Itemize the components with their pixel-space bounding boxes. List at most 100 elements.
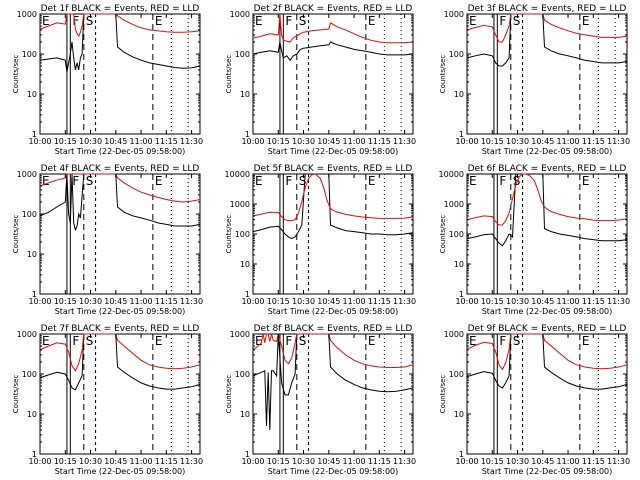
y-tick-label: 1000: [230, 330, 250, 339]
x-tick-label: 10:00: [241, 457, 264, 466]
x-axis-label: Start Time (22-Dec-05 09:58:00): [482, 147, 613, 156]
x-tick-label: 10:15: [267, 457, 290, 466]
x-tick-label: 10:30: [79, 457, 102, 466]
x-axis-label: Start Time (22-Dec-05 09:58:00): [268, 147, 399, 156]
x-tick-label: 11:30: [607, 297, 630, 306]
y-tick-label: 1: [32, 130, 37, 139]
y-tick-label: 10: [454, 90, 464, 99]
event-marker-label: F: [72, 334, 79, 348]
x-tick-label: 11:30: [393, 297, 416, 306]
lld-series-line: [466, 13, 628, 43]
chart-title: Det 8f BLACK = Events, RED = LLD: [254, 324, 413, 334]
x-tick-label: 11:00: [343, 137, 366, 146]
y-tick-label: 100: [235, 230, 250, 239]
event-marker-label: E: [42, 14, 50, 28]
x-tick-label: 11:30: [180, 297, 203, 306]
plot-frame: [39, 13, 201, 135]
chart-title: Det 1f BLACK = Events, RED = LLD: [41, 4, 200, 14]
y-axis-label: Counts/sec: [12, 55, 20, 94]
x-tick-label: 10:15: [54, 297, 77, 306]
x-tick-label: 11:00: [130, 297, 153, 306]
x-tick-label: 10:00: [455, 297, 478, 306]
event-marker-label: E: [582, 174, 590, 188]
y-tick-label: 1: [32, 450, 37, 459]
x-tick-label: 10:30: [79, 297, 102, 306]
x-tick-label: 11:00: [343, 297, 366, 306]
x-tick-label: 10:00: [28, 297, 51, 306]
plot-frame: [252, 333, 414, 455]
event-marker-label: S: [86, 334, 94, 348]
y-tick-label: 1000: [444, 200, 464, 209]
x-tick-label: 10:30: [292, 297, 315, 306]
y-tick-label: 1: [245, 450, 250, 459]
y-tick-label: 100: [449, 230, 464, 239]
lld-series-line: [39, 173, 201, 203]
x-tick-label: 11:15: [155, 457, 178, 466]
x-tick-label: 10:45: [317, 137, 340, 146]
event-marker-label: E: [155, 174, 163, 188]
event-marker-label: E: [155, 334, 163, 348]
events-series-line: [39, 173, 201, 232]
x-tick-label: 10:15: [54, 457, 77, 466]
x-tick-label: 11:00: [130, 457, 153, 466]
y-tick-label: 1000: [444, 330, 464, 339]
x-tick-label: 11:00: [557, 137, 580, 146]
x-tick-label: 10:30: [79, 137, 102, 146]
event-marker-label: E: [255, 174, 263, 188]
y-tick-label: 10: [240, 410, 250, 419]
x-tick-label: 10:45: [104, 297, 127, 306]
lld-series-line: [252, 13, 414, 44]
chart-title: Det 6f BLACK = Events, RED = LLD: [468, 164, 627, 174]
plot-frame: [466, 13, 628, 135]
x-tick-label: 11:30: [607, 457, 630, 466]
lld-series-line: [39, 333, 201, 372]
plot-frame: [39, 173, 201, 295]
x-tick-label: 10:15: [267, 297, 290, 306]
x-tick-label: 10:15: [267, 137, 290, 146]
y-tick-label: 100: [22, 50, 37, 59]
y-tick-label: 10: [27, 90, 37, 99]
y-tick-label: 1000: [444, 10, 464, 19]
event-marker-label: E: [42, 174, 50, 188]
y-tick-label: 1: [245, 130, 250, 139]
x-tick-label: 11:00: [557, 297, 580, 306]
y-axis-label: Counts/sec: [439, 215, 447, 254]
y-tick-label: 10000: [225, 170, 250, 179]
x-tick-label: 10:45: [531, 137, 554, 146]
x-tick-label: 10:15: [481, 457, 504, 466]
y-tick-label: 1000: [230, 10, 250, 19]
y-tick-label: 10000: [439, 170, 464, 179]
y-tick-label: 100: [449, 370, 464, 379]
x-tick-label: 11:15: [582, 137, 605, 146]
chart-title: Det 4f BLACK = Events, RED = LLD: [41, 164, 200, 174]
event-marker-label: S: [513, 14, 521, 28]
event-marker-label: E: [368, 334, 376, 348]
x-axis-label: Start Time (22-Dec-05 09:58:00): [482, 467, 613, 476]
y-tick-label: 1000: [17, 10, 37, 19]
x-tick-label: 10:15: [481, 137, 504, 146]
x-tick-label: 11:15: [582, 457, 605, 466]
events-series-line: [252, 41, 414, 62]
x-tick-label: 10:30: [506, 297, 529, 306]
y-tick-label: 100: [22, 370, 37, 379]
y-tick-label: 10: [454, 260, 464, 269]
y-axis-label: Counts/sec: [12, 215, 20, 254]
chart-title: Det 2f BLACK = Events, RED = LLD: [254, 4, 413, 14]
event-marker-label: F: [72, 14, 79, 28]
x-tick-label: 10:00: [241, 137, 264, 146]
x-tick-label: 10:45: [531, 297, 554, 306]
event-marker-label: E: [469, 174, 477, 188]
x-tick-label: 10:45: [317, 297, 340, 306]
x-tick-label: 10:30: [506, 457, 529, 466]
event-marker-label: E: [368, 14, 376, 28]
event-marker-label: E: [582, 14, 590, 28]
x-tick-label: 10:15: [54, 137, 77, 146]
x-tick-label: 10:30: [292, 137, 315, 146]
y-tick-label: 1: [32, 290, 37, 299]
x-tick-label: 10:30: [292, 457, 315, 466]
events-series-line: [39, 13, 201, 73]
x-tick-label: 10:00: [28, 457, 51, 466]
x-tick-label: 10:45: [317, 457, 340, 466]
